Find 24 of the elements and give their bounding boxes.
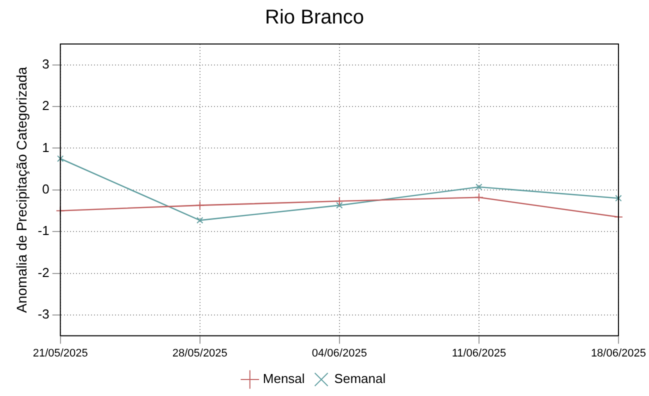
y-tick-label: -3 xyxy=(38,306,50,322)
legend-label: Semanal xyxy=(334,371,386,386)
point xyxy=(334,196,344,206)
x-tick-label: 18/06/2025 xyxy=(590,347,646,360)
legend-label: Mensal xyxy=(262,371,305,386)
y-tick-label: -1 xyxy=(38,223,50,238)
point xyxy=(195,200,204,210)
y-tick-label: 2 xyxy=(42,98,50,114)
point xyxy=(615,194,622,202)
x-tick-label: 11/06/2025 xyxy=(452,347,506,360)
y-tick-label: -2 xyxy=(38,264,50,280)
point xyxy=(336,202,343,209)
point xyxy=(57,155,64,162)
y-tick-label: 1 xyxy=(42,140,50,155)
y-tick-label: 3 xyxy=(42,56,50,72)
x-tick-label: 04/06/2025 xyxy=(312,347,367,360)
y-axis-title: Anomalia de Precipitação Categorizada xyxy=(13,66,30,313)
point xyxy=(196,217,204,224)
y-tick-label: 0 xyxy=(42,181,50,196)
x-tick-label: 28/05/2025 xyxy=(172,347,228,360)
point xyxy=(476,184,482,190)
x-tick-label: 21/05/2025 xyxy=(32,347,88,360)
point xyxy=(474,192,484,202)
chart-title: Rio Branco xyxy=(265,6,364,29)
